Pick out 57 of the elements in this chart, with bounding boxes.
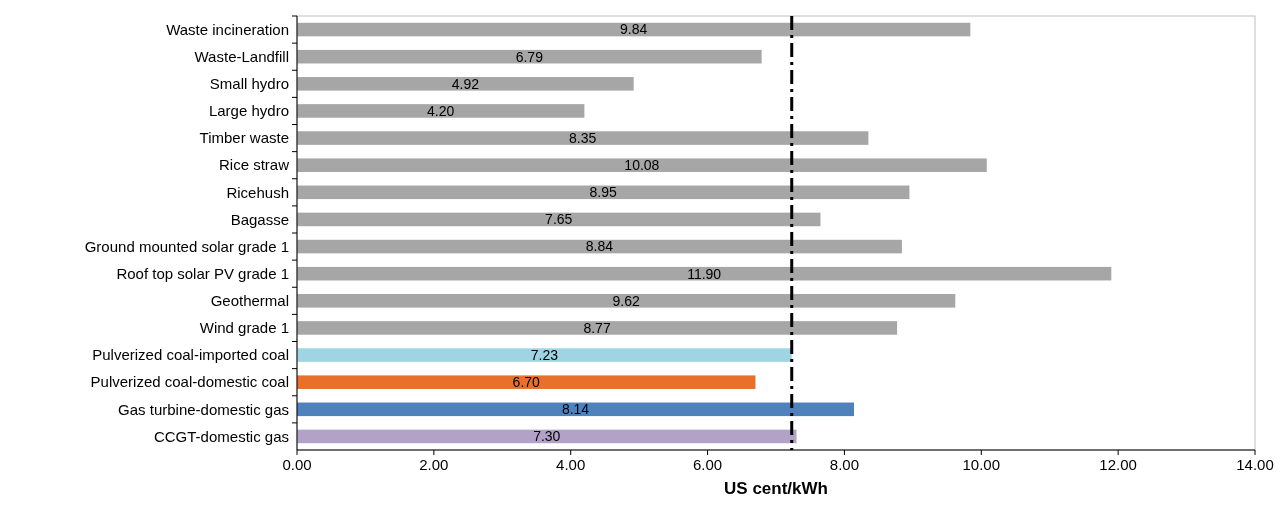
- y-tick-label: Rice straw: [218, 156, 290, 174]
- y-tick-label: Large hydro: [208, 102, 289, 120]
- x-tick-label: 10.00: [962, 456, 1001, 473]
- y-tick-label: Bagasse: [230, 210, 289, 228]
- bar: [297, 77, 634, 91]
- y-tick-label: Ricehush: [226, 183, 289, 201]
- data-label: 6.79: [515, 48, 544, 65]
- x-tick-label: 0.00: [282, 456, 312, 473]
- data-label: 8.84: [585, 238, 614, 255]
- bar: [297, 131, 869, 145]
- data-label: 9.84: [620, 21, 648, 38]
- x-tick-label: 14.00: [1236, 456, 1274, 473]
- x-tick-label: 6.00: [692, 456, 723, 473]
- x-tick-label: 12.00: [1099, 456, 1137, 473]
- data-label: 9.62: [612, 292, 640, 309]
- data-label: 4.92: [451, 75, 480, 92]
- bar: [297, 49, 762, 64]
- data-label: 8.14: [561, 401, 590, 418]
- y-tick-label: Pulverized coal-imported coal: [92, 346, 289, 364]
- bar: [297, 321, 898, 335]
- y-tick-label: Ground mounted solar grade 1: [84, 237, 289, 255]
- bar: [297, 212, 821, 227]
- data-label: 10.08: [624, 157, 660, 174]
- bar: [297, 104, 585, 118]
- data-label: 8.95: [589, 184, 618, 201]
- data-label: 6.70: [512, 374, 541, 391]
- x-tick-label: 8.00: [829, 456, 860, 473]
- data-label: 4.20: [427, 102, 455, 119]
- bar: [297, 429, 797, 444]
- data-label: 8.77: [583, 319, 611, 336]
- y-tick-label: Small hydro: [209, 75, 289, 93]
- y-tick-label: Waste-Landfill: [194, 47, 289, 65]
- x-axis-title: US cent/kWh: [724, 479, 828, 498]
- x-tick-label: 4.00: [556, 456, 586, 473]
- data-label: 7.65: [545, 211, 573, 228]
- bar: [297, 294, 956, 308]
- y-tick-label: Pulverized coal-domestic coal: [90, 373, 289, 391]
- bar: [297, 348, 792, 362]
- y-tick-label: Roof top solar PV grade 1: [116, 264, 289, 282]
- data-label: 11.90: [687, 265, 722, 282]
- bar: [297, 239, 902, 254]
- y-tick-label: Gas turbine-domestic gas: [118, 400, 289, 418]
- y-tick-label: Wind grade 1: [199, 319, 289, 337]
- data-label: 8.35: [569, 129, 597, 146]
- y-tick-label: Waste incineration: [166, 20, 289, 38]
- x-tick-label: 2.00: [419, 456, 449, 473]
- data-label: 7.23: [530, 346, 559, 363]
- bar: [297, 22, 971, 37]
- bar: [297, 266, 1112, 281]
- y-tick-label: Geothermal: [210, 292, 289, 310]
- y-tick-label: Timber waste: [199, 129, 289, 147]
- y-tick-label: CCGT-domestic gas: [153, 427, 289, 445]
- bar: [297, 402, 855, 417]
- bar: [297, 158, 987, 172]
- data-label: 7.30: [533, 428, 561, 445]
- bar: [297, 185, 910, 200]
- bar: [297, 375, 756, 389]
